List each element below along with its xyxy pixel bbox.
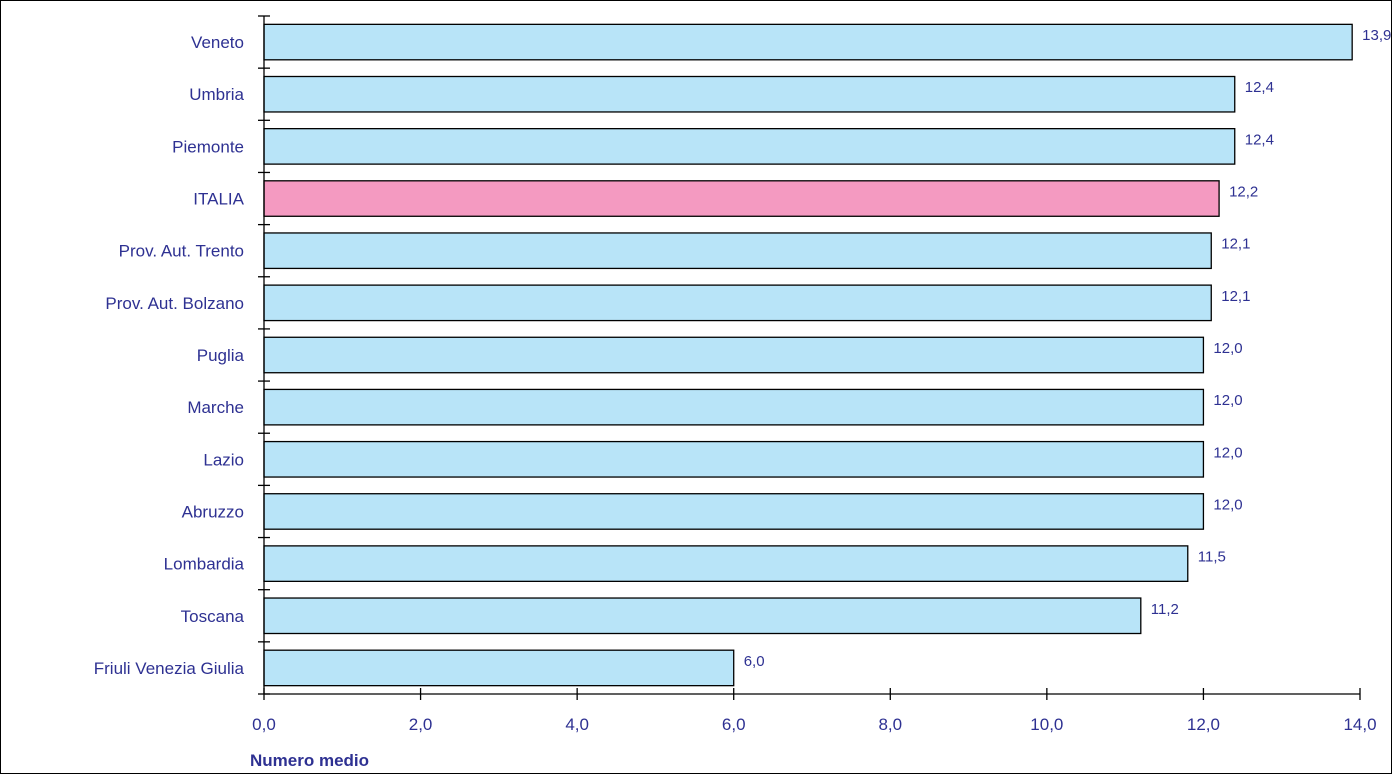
category-label: Friuli Venezia Giulia [94,659,245,678]
category-label: Puglia [197,346,245,365]
data-label: 12,0 [1213,392,1242,409]
category-label: Marche [187,398,244,417]
data-label: 11,5 [1198,549,1226,566]
x-tick-label: 0,0 [252,715,276,734]
category-label: Abruzzo [182,502,244,521]
data-label: 13,9 [1362,27,1391,44]
x-tick-label: 4,0 [565,715,589,734]
x-tick-label: 6,0 [722,715,746,734]
bar-veneto [263,23,1353,61]
data-label: 11,2 [1151,601,1179,618]
bar-puglia [263,336,1205,374]
bars-group [263,23,1353,687]
bar-umbria [263,75,1236,113]
bar-friuli-venezia-giulia [263,649,735,687]
category-label: Lazio [203,450,244,469]
category-label: Prov. Aut. Bolzano [105,294,244,313]
x-tick-label: 12,0 [1187,715,1220,734]
data-label: 12,2 [1229,184,1258,201]
bar-prov-aut-trento [263,232,1212,270]
x-tick-label: 10,0 [1030,715,1063,734]
data-label: 12,4 [1245,131,1274,148]
category-label: ITALIA [193,190,244,209]
data-label: 12,4 [1245,79,1274,96]
bar-abruzzo [263,493,1205,530]
data-label: 6,0 [744,653,765,670]
category-label: Lombardia [164,555,245,574]
category-label: Prov. Aut. Trento [119,242,244,261]
category-label: Toscana [181,607,245,626]
bar-italia [263,180,1220,217]
bar-marche [263,388,1205,426]
bar-piemonte [263,128,1236,165]
data-label: 12,0 [1213,496,1242,513]
x-axis-title: Numero medio [250,751,369,770]
x-tick-label: 2,0 [409,715,433,734]
category-labels: Veneto Umbria Piemonte ITALIA Prov. Aut. Tre… [94,33,245,678]
data-label: 12,0 [1213,444,1242,461]
data-label: 12,1 [1221,236,1250,253]
data-label: 12,1 [1221,288,1250,305]
bar-lazio [263,440,1205,478]
category-label: Veneto [191,33,244,52]
axes-group [258,15,1361,700]
data-labels: 13,9 12,4 12,4 12,2 12,1 12,1 12,0 12,0 12,0 12,0… [744,27,1392,670]
bar-lombardia [263,545,1189,582]
bar-toscana [263,597,1142,635]
bar-prov-aut-bolzano [263,284,1212,322]
data-label: 12,0 [1213,340,1242,357]
x-tick-label: 8,0 [878,715,902,734]
x-tick-label: 14,0 [1343,715,1376,734]
x-tick-labels: 0,0 2,0 4,0 6,0 8,0 10,0 12,0 14,0 [252,715,1376,734]
category-label: Piemonte [172,137,244,156]
category-label: Umbria [189,85,244,104]
